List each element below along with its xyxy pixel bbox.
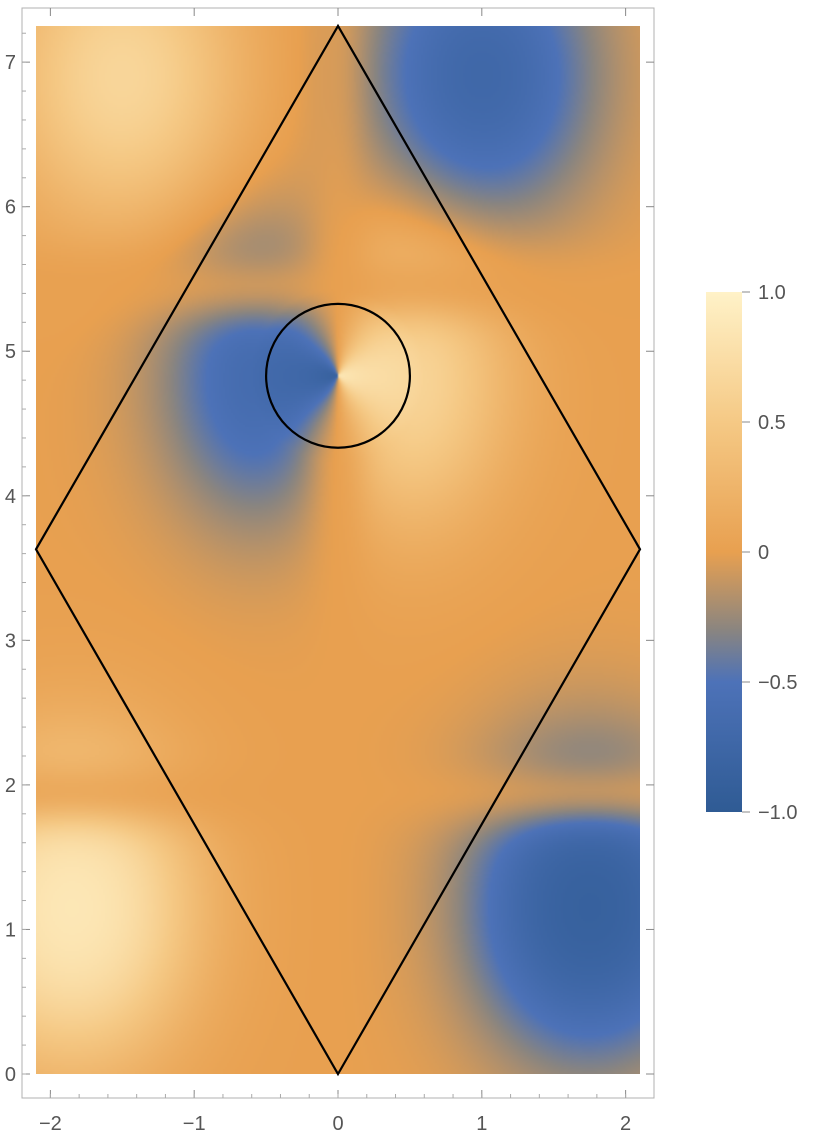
colorbar-gradient bbox=[706, 292, 742, 812]
colorbar-tick-label: 1.0 bbox=[758, 282, 786, 304]
colorbar-tick-label: 0 bbox=[758, 542, 769, 564]
x-tick-label: −1 bbox=[183, 1113, 206, 1135]
y-tick-label: 5 bbox=[5, 341, 16, 363]
y-tick-label: 6 bbox=[5, 197, 16, 219]
x-axis: −2 −1 0 1 2 bbox=[39, 8, 631, 1135]
x-tick-label: 1 bbox=[476, 1113, 487, 1135]
x-tick-label: 0 bbox=[332, 1113, 343, 1135]
colorbar-tick-label: −0.5 bbox=[758, 672, 797, 694]
heatmap-layer bbox=[36, 26, 640, 1074]
y-tick-label: 7 bbox=[5, 52, 16, 74]
colorbar-ticks: 1.0 0.5 0 −0.5 −1.0 bbox=[742, 282, 797, 824]
y-axis: 0 1 2 3 4 5 6 7 bbox=[5, 32, 654, 1086]
y-tick-label: 1 bbox=[5, 919, 16, 941]
y-tick-label: 3 bbox=[5, 630, 16, 652]
colorbar-tick-label: 0.5 bbox=[758, 412, 786, 434]
y-tick-label: 0 bbox=[5, 1064, 16, 1086]
colorbar-tick-label: −1.0 bbox=[758, 802, 797, 824]
x-tick-label: −2 bbox=[39, 1113, 62, 1135]
circle-overlay bbox=[264, 302, 412, 449]
heatmap-image bbox=[36, 26, 640, 1074]
y-tick-label: 4 bbox=[5, 486, 16, 508]
x-tick-label: 2 bbox=[620, 1113, 631, 1135]
colorbar: 1.0 0.5 0 −0.5 −1.0 bbox=[706, 282, 797, 824]
rhombus-overlay bbox=[34, 23, 642, 1077]
y-tick-label: 2 bbox=[5, 775, 16, 797]
